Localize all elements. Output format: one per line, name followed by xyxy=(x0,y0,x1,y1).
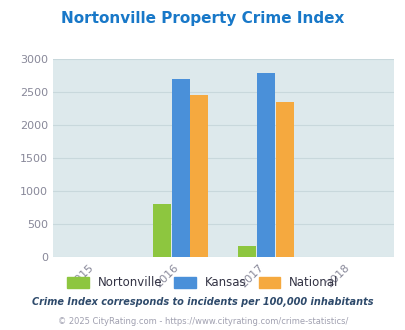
Text: Crime Index corresponds to incidents per 100,000 inhabitants: Crime Index corresponds to incidents per… xyxy=(32,297,373,307)
Bar xyxy=(256,73,274,257)
Legend: Nortonville, Kansas, National: Nortonville, Kansas, National xyxy=(62,272,343,294)
Bar xyxy=(190,95,208,257)
Text: Nortonville Property Crime Index: Nortonville Property Crime Index xyxy=(61,11,344,26)
Text: © 2025 CityRating.com - https://www.cityrating.com/crime-statistics/: © 2025 CityRating.com - https://www.city… xyxy=(58,317,347,326)
Bar xyxy=(238,246,256,257)
Bar xyxy=(275,102,293,257)
Bar xyxy=(153,204,171,257)
Bar xyxy=(171,79,189,257)
